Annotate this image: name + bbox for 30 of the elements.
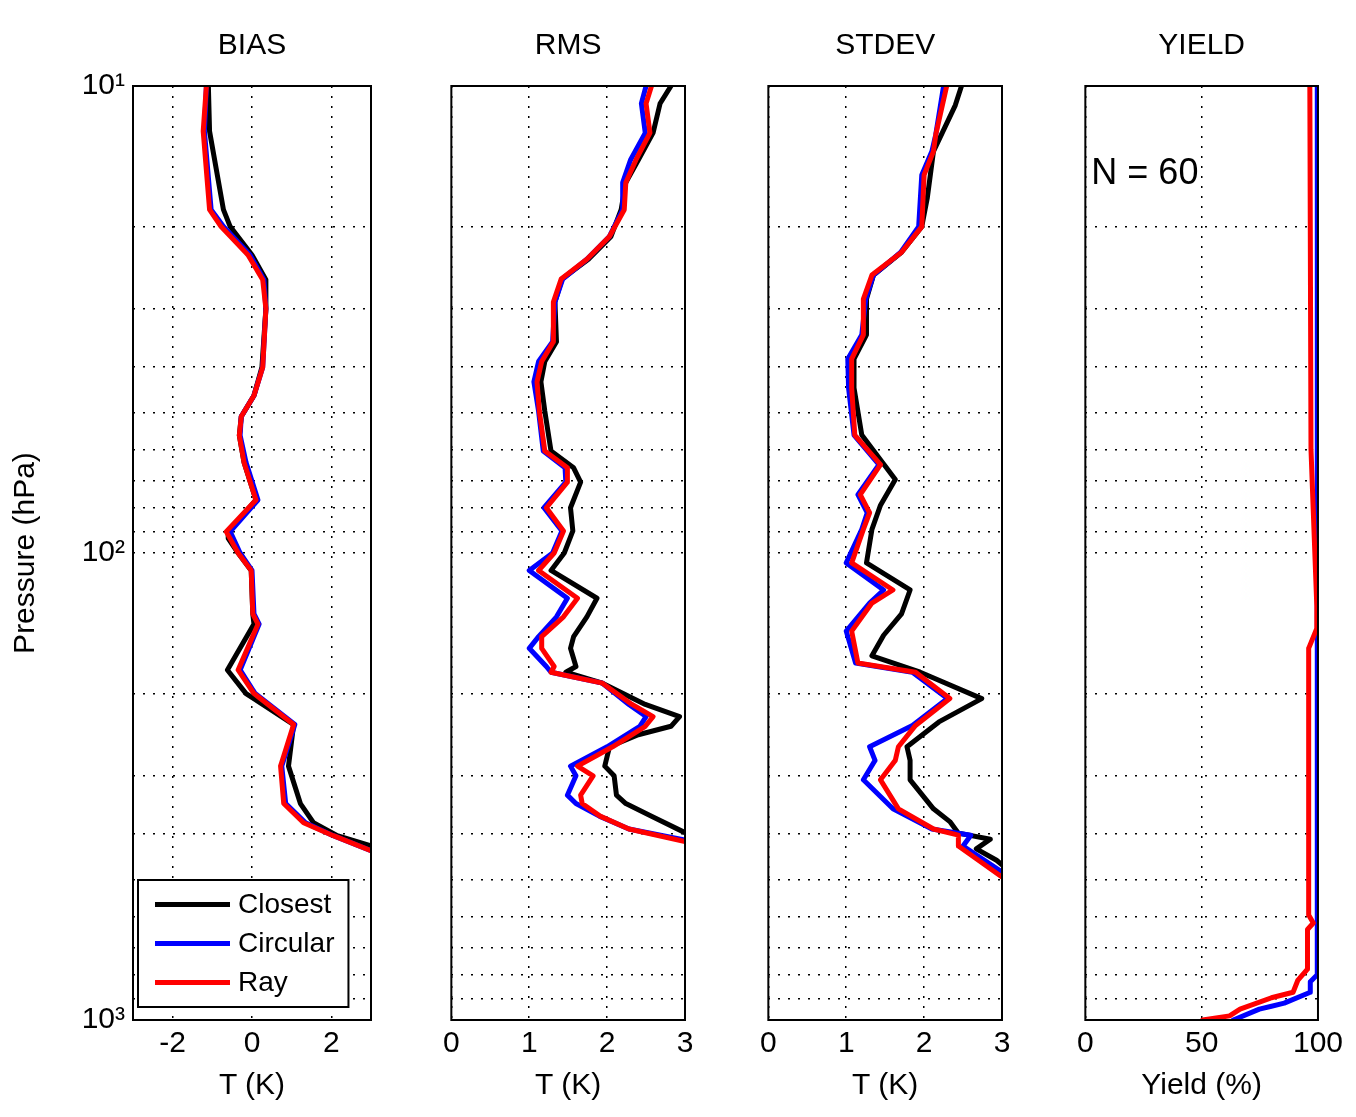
x-tick-label: -2 (159, 1025, 187, 1059)
y-tick-label: 10² (81, 534, 126, 568)
x-axis-title: Yield (%) (1141, 1067, 1262, 1101)
legend-label: Ray (238, 966, 288, 998)
x-tick-label: 0 (760, 1025, 777, 1059)
chart-title: STDEV (835, 27, 936, 61)
y-tick-label: 10³ (81, 1001, 126, 1035)
x-axis-title: T (K) (218, 1067, 286, 1101)
y-axis-title: Pressure (hPa) (7, 452, 41, 654)
annotation: N = 60 (1091, 151, 1199, 192)
x-axis-title: T (K) (852, 1067, 919, 1101)
legend-label: Circular (238, 927, 335, 959)
x-tick-label: 2 (322, 1025, 340, 1059)
x-axis-title: T (K) (535, 1067, 602, 1101)
x-tick-label: 0 (243, 1025, 261, 1059)
chart-title: BIAS (217, 27, 287, 61)
x-tick-label: 50 (1184, 1025, 1219, 1059)
x-tick-label: 1 (520, 1025, 538, 1059)
chart-title: YIELD (1158, 27, 1246, 61)
x-tick-label: 3 (993, 1025, 1011, 1059)
chart-title: RMS (534, 27, 602, 61)
x-tick-label: 2 (598, 1025, 616, 1059)
x-tick-label: 3 (676, 1025, 694, 1059)
x-tick-label: 2 (915, 1025, 933, 1059)
y-tick-label: 10¹ (81, 67, 126, 101)
x-tick-label: 0 (443, 1025, 460, 1059)
x-tick-label: 1 (837, 1025, 855, 1059)
x-tick-label: 100 (1292, 1025, 1343, 1059)
x-tick-label: 0 (1077, 1025, 1094, 1059)
legend-label: Closest (238, 888, 332, 920)
